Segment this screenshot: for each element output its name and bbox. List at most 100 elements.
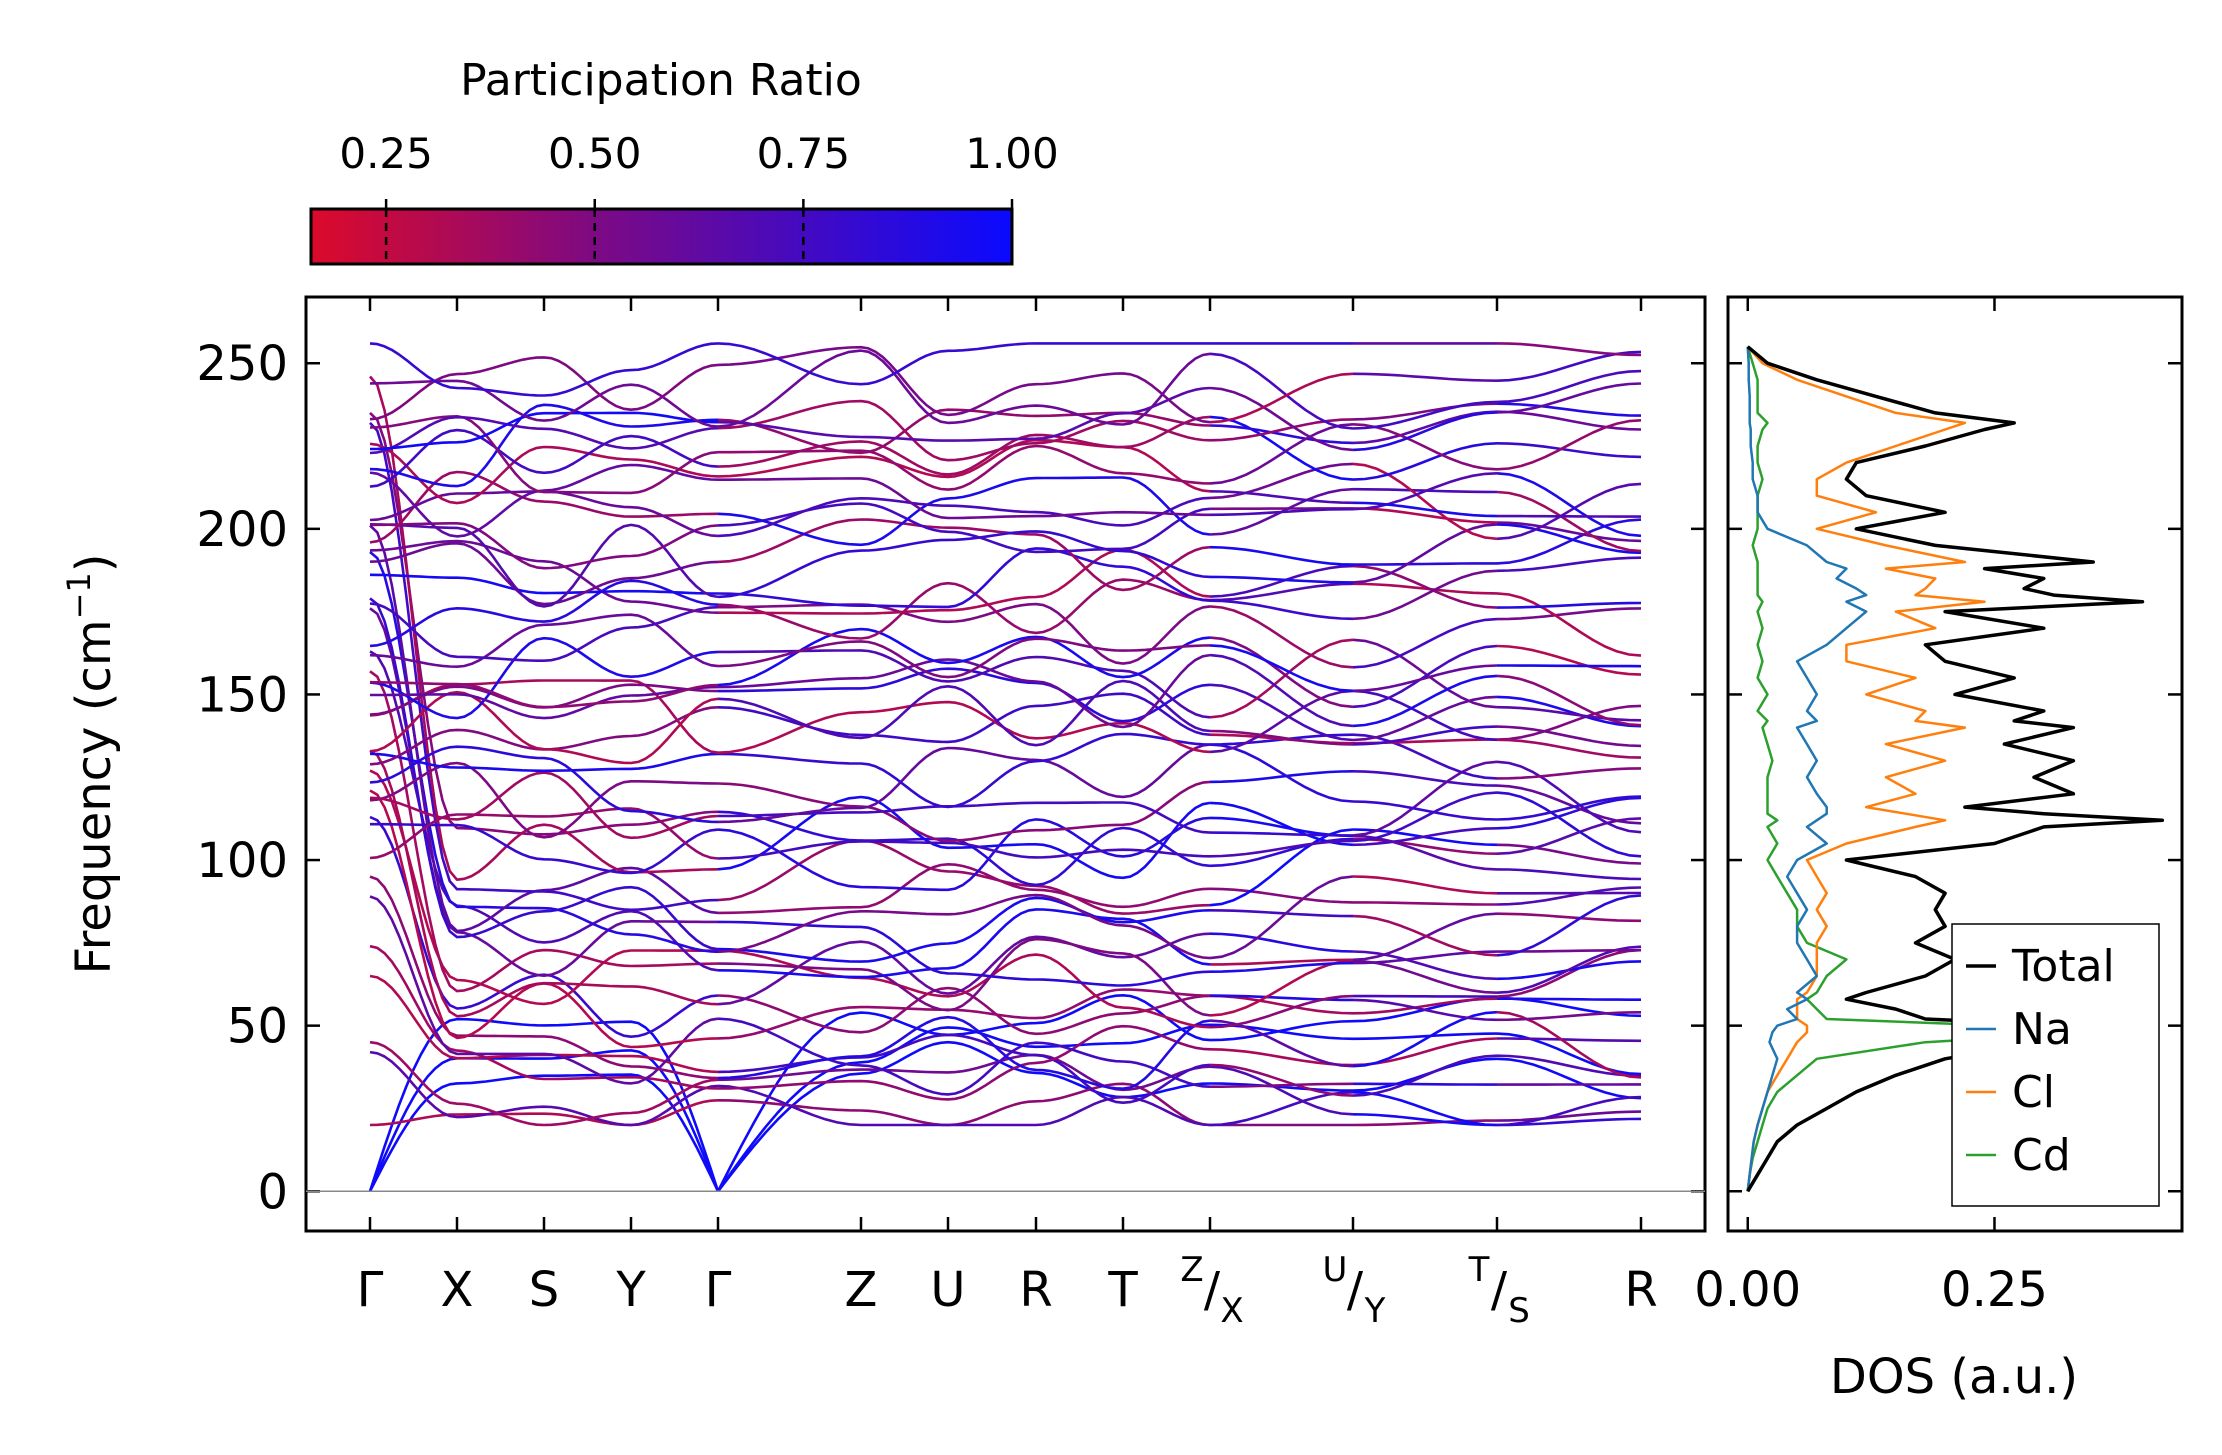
phonon-band (369, 1040, 719, 1127)
phonon-band (1209, 462, 1354, 500)
phonon-band (1209, 605, 1354, 669)
phonon-band (717, 743, 1211, 824)
k-label-superscript: T (1468, 1250, 1490, 1290)
phonon-band (1209, 1065, 1354, 1116)
band-frame (304, 295, 1707, 1233)
phonon-band (717, 986, 1211, 1036)
phonon-band (1352, 582, 1498, 595)
phonon-band (1352, 674, 1498, 728)
phonon-band (1496, 556, 1642, 573)
phonon-band (1352, 402, 1498, 421)
phonon-band (717, 530, 1211, 599)
phonon-band (1496, 410, 1642, 431)
phonon-band (717, 476, 1211, 547)
phonon-band (716, 1023, 1211, 1193)
phonon-band (1210, 1082, 1354, 1088)
phonon-band (1352, 1054, 1498, 1097)
phonon-band (1352, 564, 1498, 609)
phonon-band (1496, 705, 1642, 722)
phonon-band (369, 895, 719, 1085)
phonon-band (717, 816, 1211, 892)
phonon-band (368, 1073, 720, 1192)
k-label-superscript: U (1323, 1250, 1348, 1290)
phonon-band (717, 502, 1211, 554)
phonon-band (1496, 644, 1642, 676)
phonon-band (1209, 423, 1354, 485)
k-label-subscript: X (1220, 1291, 1243, 1331)
phonon-band (1209, 875, 1354, 960)
phonon-band (369, 761, 719, 839)
phonon-band (717, 399, 1211, 462)
phonon-band (1209, 961, 1354, 973)
phonon-band (717, 518, 1211, 592)
phonon-band (1496, 796, 1642, 830)
phonon-band (717, 386, 1211, 442)
phonon-band (718, 444, 1211, 491)
dos-x-tick-label: 0.25 (1941, 1262, 2048, 1318)
phonon-band (1497, 997, 1641, 1001)
phonon-band (1496, 843, 1642, 865)
phonon-band (717, 700, 1211, 754)
phonon-band (1353, 901, 1497, 906)
k-label-subscript: Y (1364, 1291, 1386, 1331)
phonon-band (1352, 569, 1498, 621)
phonon-band (717, 438, 1211, 493)
band-y-axis-label: Frequency (cm−1) (60, 553, 122, 974)
legend-frame (1951, 923, 2160, 1207)
phonon-band (1209, 1091, 1354, 1127)
k-label-slash: / (1347, 1262, 1364, 1318)
phonon-band (1352, 837, 1498, 855)
phonon-band (1209, 545, 1354, 566)
k-label: S (529, 1262, 559, 1318)
phonon-band (369, 690, 719, 765)
phonon-band (1352, 950, 1498, 981)
phonon-band (1496, 490, 1642, 553)
colorbar: Participation Ratio 0.25 0.50 0.75 1.00 (309, 55, 1059, 266)
phonon-band (717, 349, 1211, 428)
phonon-band (1209, 770, 1354, 784)
colorbar-fill (309, 207, 1014, 266)
band-lines (368, 342, 1642, 1193)
phonon-band (1353, 1082, 1497, 1086)
k-label-slash: / (1491, 1262, 1508, 1318)
phonon-band (1209, 352, 1354, 430)
phonon-band (1496, 442, 1642, 459)
phonon-band (1352, 411, 1498, 452)
legend-label: Total (2011, 941, 2115, 992)
phonon-band (1496, 601, 1642, 609)
phonon-band (1352, 1032, 1498, 1041)
phonon-band (1209, 801, 1354, 847)
phonon-band (1209, 582, 1354, 602)
phonon-band (717, 937, 1211, 1017)
phonon-band (718, 477, 1210, 520)
ylabel-superscript: −1 (60, 572, 98, 619)
phonon-band (717, 547, 1211, 609)
phonon-band (1496, 1117, 1642, 1127)
phonon-band (369, 613, 719, 668)
dos-series-na (1746, 346, 1868, 1192)
phonon-band (369, 749, 719, 1018)
phonon-band (1496, 725, 1642, 748)
phonon-band (717, 1017, 1211, 1096)
phonon-band (1352, 760, 1498, 837)
phonon-band (1496, 886, 1642, 906)
phonon-band (1352, 562, 1497, 566)
legend-label: Cl (2012, 1067, 2055, 1118)
phonon-band (1352, 1091, 1498, 1127)
phonon-band (1496, 607, 1642, 621)
colorbar-ticks: 0.25 0.50 0.75 1.00 (339, 129, 1059, 264)
phonon-band (369, 944, 719, 1090)
phonon-band (1209, 932, 1354, 953)
phonon-band (1209, 636, 1354, 709)
phonon-band (1496, 521, 1642, 543)
dos-ticks: 0.00 0.25 (1694, 297, 2182, 1318)
phonon-band (1352, 914, 1498, 957)
band-y-tick-label: 250 (196, 336, 288, 392)
phonon-band (1209, 959, 1354, 1017)
phonon-band (1209, 418, 1354, 442)
phonon-band (1352, 501, 1498, 518)
phonon-band (1352, 638, 1498, 709)
phonon-band (1352, 442, 1498, 481)
k-label: Γ (357, 1262, 384, 1318)
